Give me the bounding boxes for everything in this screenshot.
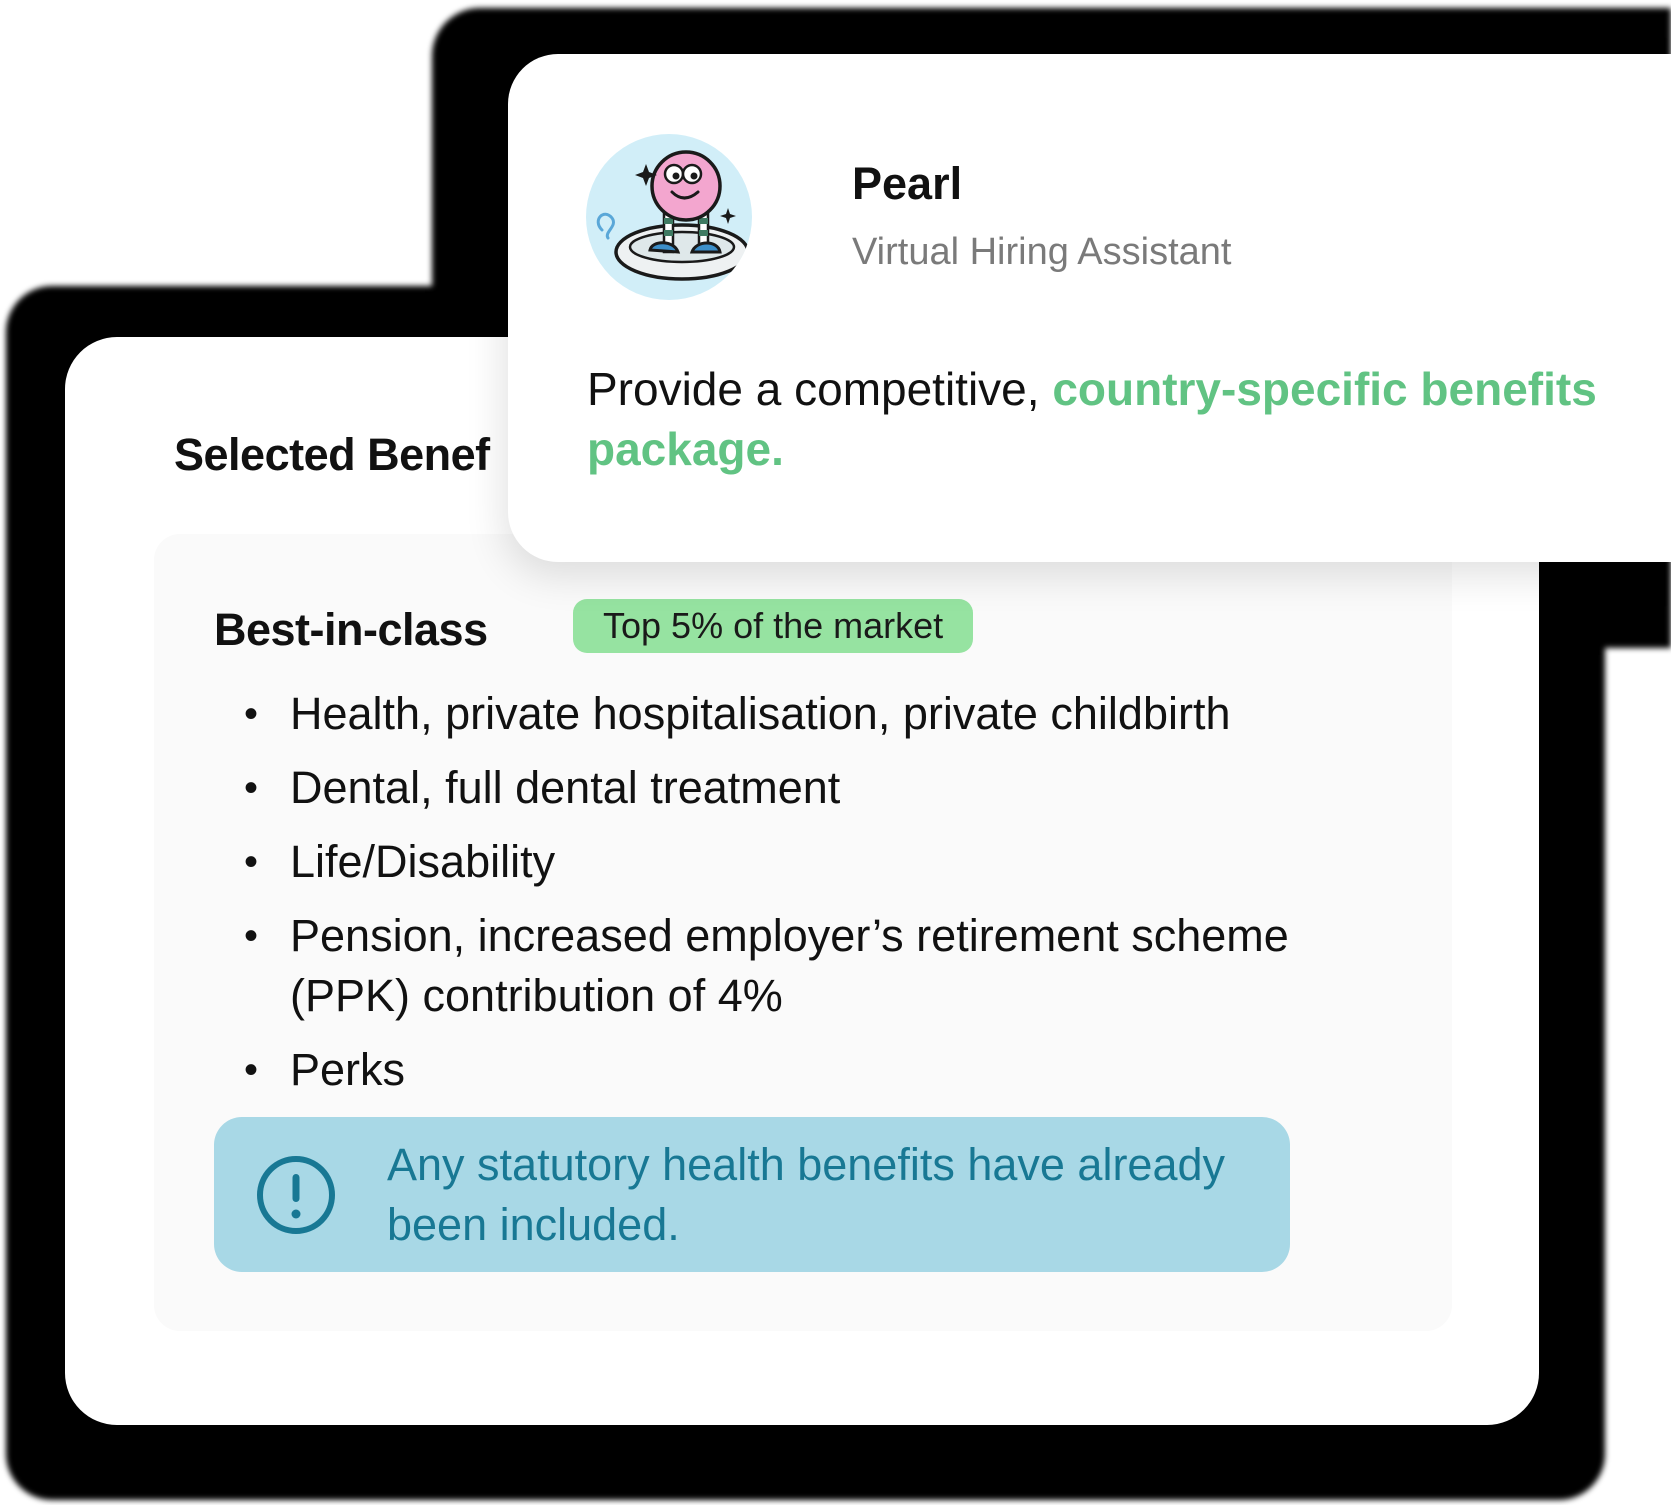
notice-text: Any statutory health benefits have alrea…: [387, 1139, 1226, 1250]
benefit-text: Life/Disability: [290, 836, 556, 887]
benefit-text: Dental, full dental treatment: [290, 762, 841, 813]
virtual-assistant-card: Pearl Virtual Hiring Assistant Provide a…: [508, 54, 1671, 562]
benefit-text: Health, private hospitalisation, private…: [290, 688, 1231, 739]
market-rank-badge: Top 5% of the market: [573, 599, 974, 653]
bullet-icon: •: [244, 1048, 259, 1092]
section-title: Selected Benef: [174, 429, 490, 480]
benefit-item: • Perks: [214, 1040, 1394, 1100]
assistant-message: Provide a competitive, country-specific …: [587, 359, 1647, 479]
bullet-icon: •: [244, 914, 259, 958]
benefit-text: Pension, increased employer’s retirement…: [290, 910, 1289, 1021]
benefit-list: • Health, private hospitalisation, priva…: [214, 684, 1394, 1114]
assistant-name: Pearl: [852, 158, 963, 209]
message-highlight: country-specific benefits package: [587, 363, 1597, 475]
assistant-role: Virtual Hiring Assistant: [852, 231, 1232, 273]
exclamation-circle-icon: [257, 1156, 335, 1234]
benefit-item: • Dental, full dental treatment: [214, 758, 1394, 818]
benefit-text: Perks: [290, 1044, 406, 1095]
statutory-benefits-notice: Any statutory health benefits have alrea…: [214, 1117, 1290, 1272]
bullet-icon: •: [244, 692, 259, 736]
bullet-icon: •: [244, 766, 259, 810]
selected-benefits-card: Selected Benef Best-in-class Top 5% of t…: [65, 337, 1539, 1425]
message-period: .: [771, 423, 784, 475]
benefit-tier-panel: Best-in-class Top 5% of the market • Hea…: [154, 534, 1452, 1331]
tier-title: Best-in-class: [214, 604, 488, 655]
benefit-item: • Life/Disability: [214, 832, 1394, 892]
bullet-icon: •: [244, 840, 259, 884]
benefit-item: • Health, private hospitalisation, priva…: [214, 684, 1394, 744]
message-text: Provide a competitive,: [587, 363, 1053, 415]
benefit-item: • Pension, increased employer’s retireme…: [214, 906, 1394, 1026]
pearl-mascot-icon: [586, 134, 752, 300]
